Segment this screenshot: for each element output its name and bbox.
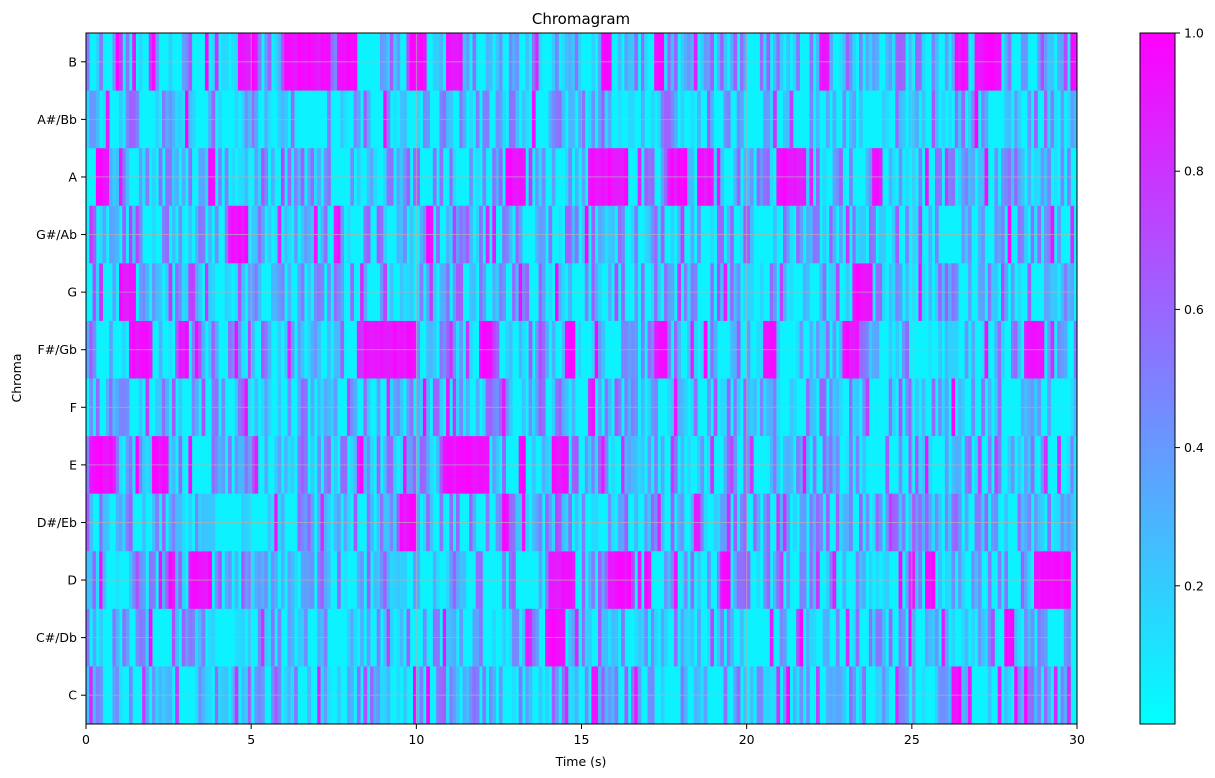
colorbar-tick-label: 1.0 — [1184, 26, 1204, 41]
y-tick-label: G#/Ab — [36, 227, 77, 242]
y-tick-label: C — [68, 688, 77, 703]
y-tick-label: D#/Eb — [37, 515, 77, 530]
colorbar-tick-label: 0.4 — [1184, 440, 1204, 455]
y-tick-label: D — [67, 573, 77, 588]
colorbar-tick-label: 0.6 — [1184, 302, 1204, 317]
colorbar-ticks: 0.2 0.4 0.6 0.8 1.0 — [1175, 26, 1204, 593]
colorbar-tick-label: 0.8 — [1184, 164, 1204, 179]
colorbar — [1139, 32, 1176, 725]
y-tick-label: B — [68, 54, 77, 69]
x-tick-label: 0 — [82, 732, 90, 747]
y-tick-label: C#/Db — [36, 630, 77, 645]
chart-title: Chromagram — [532, 10, 630, 28]
x-tick-label: 25 — [904, 732, 920, 747]
colorbar-tick-label: 0.2 — [1184, 578, 1204, 593]
x-tick-label: 10 — [408, 732, 424, 747]
y-tick-label: A#/Bb — [37, 112, 77, 127]
x-axis-label: Time (s) — [555, 754, 607, 769]
x-tick-label: 5 — [247, 732, 255, 747]
y-tick-label: E — [69, 457, 77, 472]
x-tick-label: 20 — [739, 732, 755, 747]
y-axis-label: Chroma — [9, 354, 24, 403]
y-tick-label: G — [67, 285, 77, 300]
y-tick-label: A — [68, 169, 77, 184]
x-axis-ticks: 0 5 10 15 20 25 30 — [82, 724, 1085, 747]
x-tick-label: 15 — [574, 732, 590, 747]
y-tick-label: F — [70, 400, 77, 415]
y-tick-label: F#/Gb — [38, 342, 78, 357]
y-axis-ticks: C C#/Db D D#/Eb E F F#/Gb G G#/Ab A A#/Bb B — [36, 54, 86, 703]
x-tick-label: 30 — [1069, 732, 1085, 747]
